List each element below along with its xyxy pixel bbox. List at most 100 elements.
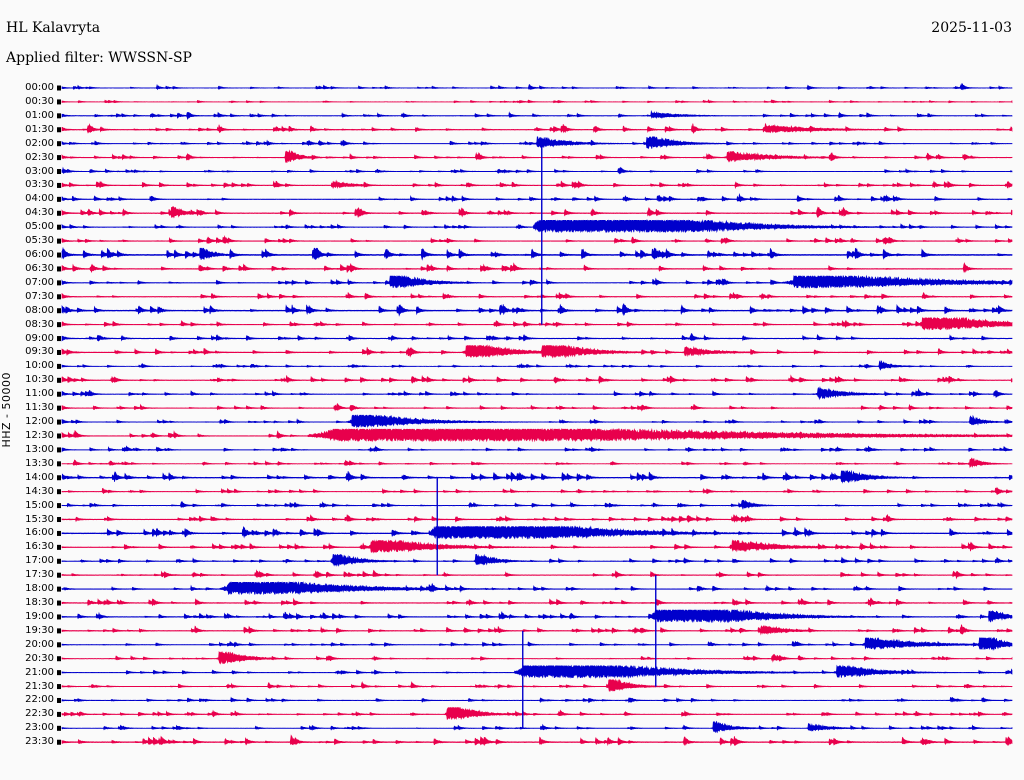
trace-1600 bbox=[61, 525, 1013, 540]
axis-tick bbox=[57, 141, 61, 147]
axis-tick bbox=[57, 210, 61, 216]
helicorder-plot: 00:00 00:30 01:00 01:30 02:00 02:30 03:00 03:30… bbox=[0, 80, 1024, 770]
axis-tick bbox=[57, 127, 61, 133]
axis-tick bbox=[57, 697, 61, 703]
time-label-1300: 13:00 bbox=[25, 443, 54, 455]
axis-tick bbox=[57, 642, 61, 648]
time-label-2300: 23:00 bbox=[25, 722, 54, 734]
axis-tick bbox=[57, 433, 61, 439]
time-label-0700: 07:00 bbox=[25, 276, 54, 288]
time-label-0000: 00:00 bbox=[25, 82, 54, 93]
time-label-1730: 17:30 bbox=[25, 569, 54, 581]
trace-1930 bbox=[61, 624, 1013, 636]
axis-tick bbox=[57, 544, 61, 550]
trace-1730 bbox=[61, 569, 1013, 580]
time-label-0300: 03:00 bbox=[25, 165, 54, 177]
trace-1430 bbox=[61, 486, 1013, 495]
trace-0700 bbox=[61, 274, 1013, 289]
axis-tick bbox=[57, 461, 61, 467]
trace-2200 bbox=[61, 696, 1013, 704]
trace-1400 bbox=[61, 469, 1013, 484]
time-label-1800: 18:00 bbox=[25, 583, 54, 595]
trace-0930 bbox=[61, 344, 1013, 359]
trace-1000 bbox=[61, 360, 1013, 371]
time-label-0500: 05:00 bbox=[25, 221, 54, 233]
trace-1200 bbox=[61, 414, 1013, 428]
time-label-1630: 16:30 bbox=[25, 541, 54, 553]
trace-0800 bbox=[61, 303, 1013, 317]
time-label-0030: 00:30 bbox=[25, 95, 54, 107]
axis-tick bbox=[57, 99, 61, 105]
time-label-1230: 12:30 bbox=[25, 430, 54, 441]
axis-tick bbox=[57, 670, 61, 676]
applied-filter-label: Applied filter: WWSSN-SP bbox=[6, 50, 192, 66]
time-label-1700: 17:00 bbox=[25, 555, 54, 567]
trace-0600 bbox=[61, 246, 1013, 261]
time-label-0800: 08:00 bbox=[25, 304, 54, 316]
trace-0730 bbox=[61, 291, 1013, 301]
time-label-1600: 16:00 bbox=[25, 527, 54, 539]
time-label-0130: 01:30 bbox=[25, 123, 54, 135]
axis-tick bbox=[57, 725, 61, 731]
time-label-0200: 02:00 bbox=[25, 137, 54, 149]
time-label-2330: 23:30 bbox=[25, 736, 54, 748]
trace-2230 bbox=[61, 706, 1013, 721]
axis-tick bbox=[57, 656, 61, 662]
axis-tick bbox=[57, 558, 61, 564]
station-name: HL Kalavryta bbox=[6, 20, 101, 36]
trace-1700 bbox=[61, 553, 1013, 567]
trace-1130 bbox=[61, 403, 1013, 412]
time-label-1330: 13:30 bbox=[25, 457, 54, 469]
axis-tick bbox=[57, 628, 61, 634]
time-label-0930: 09:30 bbox=[25, 346, 54, 358]
axis-tick bbox=[57, 336, 61, 342]
trace-1030 bbox=[61, 374, 1013, 385]
trace-1530 bbox=[61, 514, 1013, 524]
trace-0200 bbox=[61, 135, 1013, 150]
trace-0500 bbox=[61, 219, 1013, 234]
trace-0900 bbox=[61, 333, 1013, 342]
time-label-0630: 06:30 bbox=[25, 262, 54, 274]
seismogram-canvas bbox=[57, 82, 1013, 747]
axis-tick bbox=[57, 113, 61, 119]
time-label-2200: 22:00 bbox=[25, 694, 54, 706]
trace-0030 bbox=[61, 99, 1013, 104]
axis-tick bbox=[57, 600, 61, 606]
trace-0430 bbox=[61, 206, 1013, 219]
axis-tick bbox=[57, 684, 61, 690]
axis-tick bbox=[57, 155, 61, 161]
time-label-1030: 10:30 bbox=[25, 374, 54, 386]
trace-0300 bbox=[61, 166, 1013, 175]
trace-0330 bbox=[61, 179, 1013, 190]
time-label-2000: 20:00 bbox=[25, 638, 54, 650]
date-label: 2025-11-03 bbox=[931, 20, 1012, 36]
trace-1830 bbox=[61, 597, 1013, 607]
trace-1330 bbox=[61, 457, 1013, 469]
axis-tick bbox=[57, 85, 61, 91]
time-label-0600: 06:00 bbox=[25, 249, 54, 261]
trace-2030 bbox=[61, 650, 1013, 665]
time-label-1130: 11:30 bbox=[25, 402, 54, 414]
axis-tick bbox=[57, 447, 61, 453]
axis-tick bbox=[57, 224, 61, 230]
time-label-0330: 03:30 bbox=[25, 179, 54, 191]
axis-tick bbox=[57, 711, 61, 717]
time-label-1200: 12:00 bbox=[25, 416, 54, 428]
time-label-2030: 20:30 bbox=[25, 652, 54, 664]
axis-tick bbox=[57, 169, 61, 175]
trace-1900 bbox=[61, 608, 1013, 624]
trace-0130 bbox=[61, 122, 1013, 134]
trace-1500 bbox=[61, 499, 1013, 510]
axis-tick bbox=[57, 405, 61, 411]
trace-2330 bbox=[61, 734, 1013, 747]
time-label-0730: 07:30 bbox=[25, 290, 54, 302]
axis-tick bbox=[57, 294, 61, 300]
time-label-1500: 15:00 bbox=[25, 499, 54, 511]
time-label-2230: 22:30 bbox=[25, 708, 54, 720]
trace-0100 bbox=[61, 110, 1013, 120]
axis-tick bbox=[57, 252, 61, 258]
time-label-1900: 19:00 bbox=[25, 610, 54, 622]
trace-1230 bbox=[61, 427, 1013, 443]
trace-2300 bbox=[61, 720, 1013, 734]
axis-tick bbox=[57, 363, 61, 369]
